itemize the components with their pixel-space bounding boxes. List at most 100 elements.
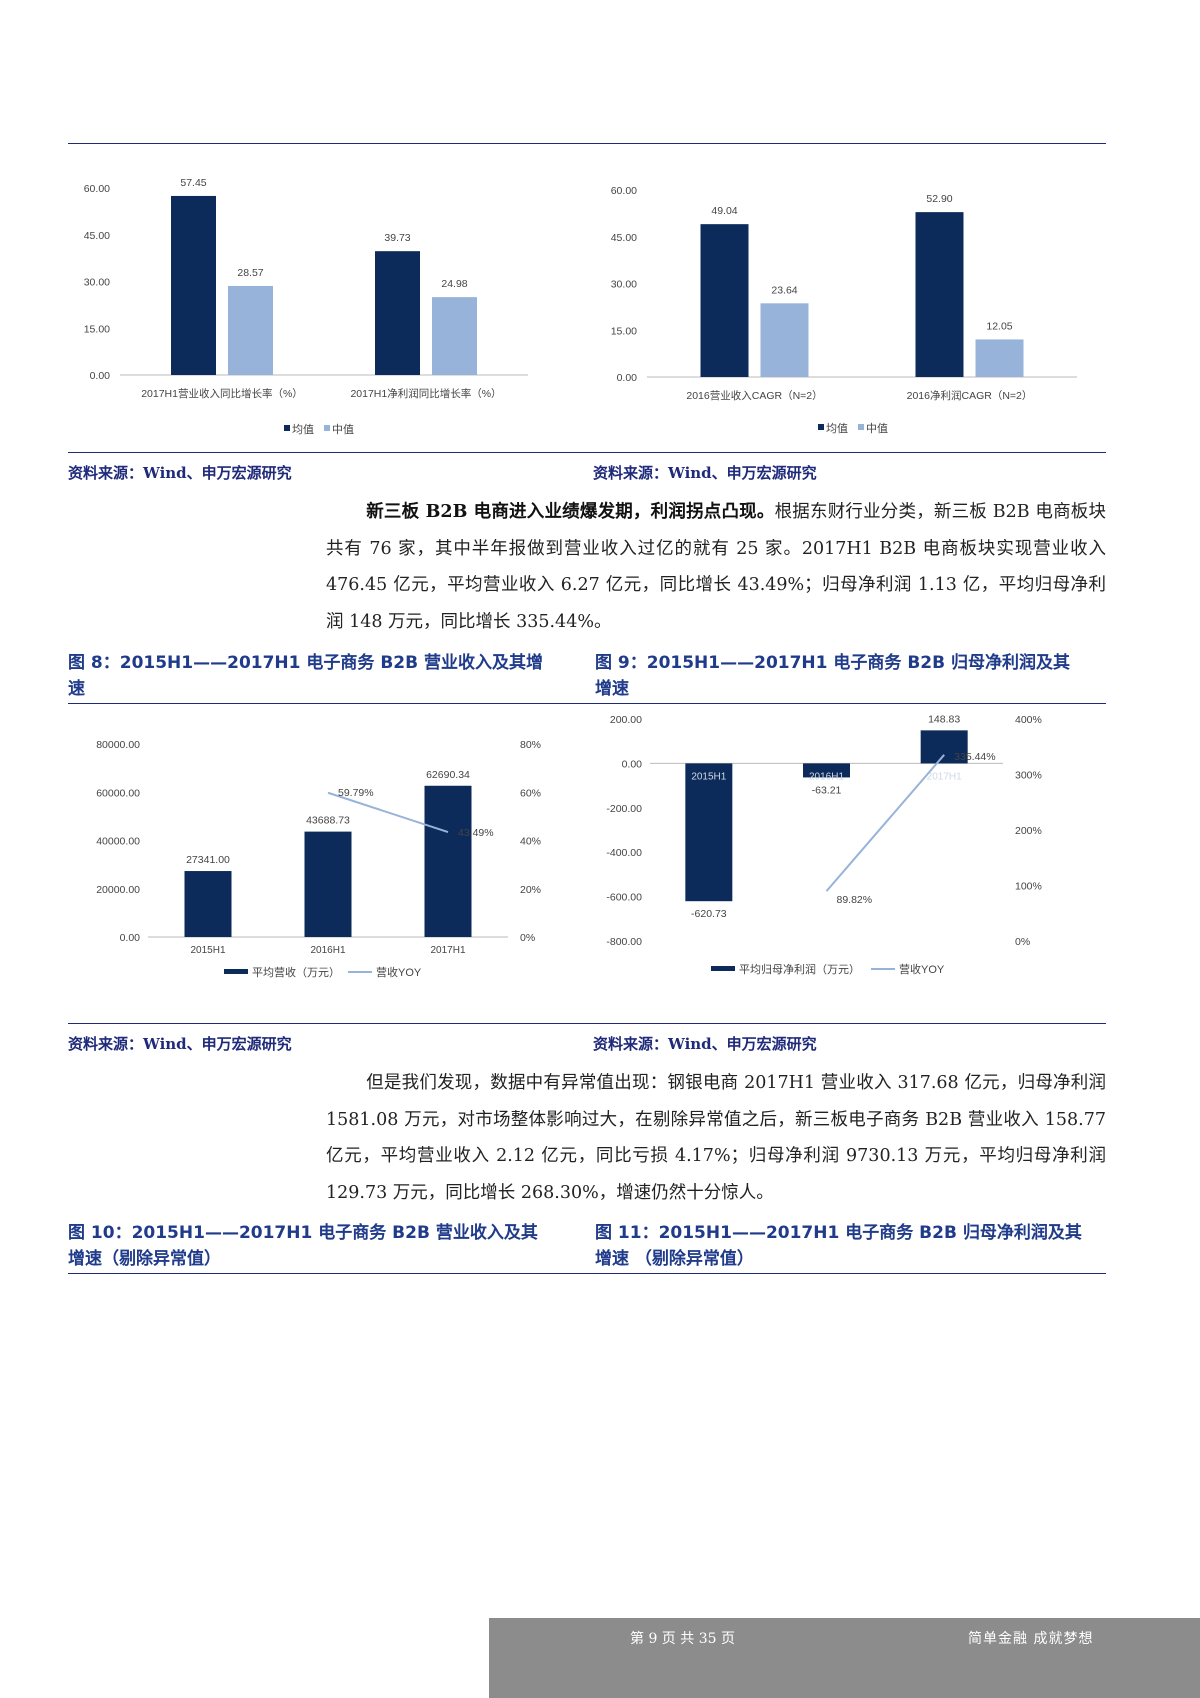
legend-swatch xyxy=(324,425,330,431)
x-tick-label: 2016H1 xyxy=(809,771,844,782)
bar-mean xyxy=(915,212,964,377)
y-tick-label: 0.00 xyxy=(120,932,141,944)
x-tick-label: 2016营业收入CAGR（N=2） xyxy=(686,389,822,402)
rule-above-source-2 xyxy=(68,1023,1106,1024)
y-tick-label: 0.00 xyxy=(90,370,111,382)
x-tick-label: 2017H1净利润同比增长率（%） xyxy=(350,387,501,400)
legend-label: 营收YOY xyxy=(899,962,945,976)
paragraph-1-body: 根据东财行业分类，新三板 B2B 电商板块共有 76 家，其中半年报做到营业收入… xyxy=(326,502,1106,632)
bar-value xyxy=(920,730,968,764)
y-tick-label: 15.00 xyxy=(611,325,637,337)
bar-median xyxy=(975,339,1024,377)
y-tick-label: -200.00 xyxy=(606,803,642,815)
x-tick-label: 2017H1 xyxy=(927,771,962,782)
y2-tick-label: 200% xyxy=(1015,825,1042,837)
bar-mean xyxy=(171,195,216,375)
bar-data-label: 28.57 xyxy=(237,267,263,279)
line-series-yoy xyxy=(327,791,449,834)
rule-above-source-1 xyxy=(68,452,1106,453)
bar-data-label: 12.05 xyxy=(986,320,1012,332)
y-tick-label: 15.00 xyxy=(84,323,110,335)
y2-tick-label: 80% xyxy=(520,739,541,751)
line-data-label: 89.82% xyxy=(837,894,873,906)
bar-data-label: -620.73 xyxy=(691,908,727,920)
bar-data-label: 148.83 xyxy=(928,713,960,725)
legend-swatch xyxy=(818,424,824,430)
bar-data-label: 27341.00 xyxy=(186,854,230,866)
figure-10-title: 图 10：2015H1——2017H1 电子商务 B2B 营业收入及其增速（剔除… xyxy=(68,1223,538,1269)
y-tick-label: 200.00 xyxy=(610,714,642,726)
y-tick-label: 0.00 xyxy=(617,372,638,384)
line-data-label: 59.79% xyxy=(338,787,374,799)
y2-tick-label: 60% xyxy=(520,787,541,799)
chart-cagr: 0.00 15.00 30.00 45.00 60.00 49.04 23.64 2016营业… xyxy=(611,185,1077,435)
y-tick-label: 30.00 xyxy=(611,279,637,291)
y2-tick-label: 100% xyxy=(1015,881,1042,893)
legend-swatch xyxy=(224,969,248,974)
y-tick-label: 60.00 xyxy=(84,183,110,195)
y2-tick-label: 40% xyxy=(520,836,541,848)
paragraph-2: 但是我们发现，数据中有异常值出现：钢银电商 2017H1 营业收入 317.68… xyxy=(326,1065,1106,1211)
bar-data-label: 39.73 xyxy=(384,232,410,244)
bar-data-label: 49.04 xyxy=(711,205,737,217)
top-rule xyxy=(68,143,1106,144)
y2-tick-label: 0% xyxy=(1015,936,1030,948)
bar-data-label: -63.21 xyxy=(812,784,842,796)
legend-label: 中值 xyxy=(332,423,354,436)
footer-page-number: 第 9 页 共 35 页 xyxy=(630,1631,735,1647)
footer-slogan: 简单金融 成就梦想 xyxy=(968,1631,1094,1647)
bar-value xyxy=(304,831,352,937)
paragraph-1: 新三板 B2B 电商进入业绩爆发期，利润拐点凸现。根据东财行业分类，新三板 B2… xyxy=(326,494,1106,640)
legend-label: 均值 xyxy=(292,423,314,436)
source-fig6: 资料来源：Wind、申万宏源研究 xyxy=(68,464,292,482)
figure-11-title: 图 11：2015H1——2017H1 电子商务 B2B 归母净利润及其增速 （… xyxy=(595,1223,1082,1269)
chart-b2b-revenue: 0.00 20000.00 40000.00 60000.00 80000.00 0% 20… xyxy=(96,739,541,979)
legend-swatch xyxy=(858,424,864,430)
bar-value xyxy=(685,763,733,902)
x-tick-label: 2017H1 xyxy=(430,945,465,956)
y-tick-label: -800.00 xyxy=(606,936,642,948)
rule-below-fig-titles-1 xyxy=(68,703,1106,704)
line-data-label: 335.44% xyxy=(954,751,995,763)
y2-tick-label: 400% xyxy=(1015,714,1042,726)
legend-label: 平均归母净利润（万元） xyxy=(739,962,860,976)
bar-data-label: 24.98 xyxy=(441,278,467,290)
paragraph-2-body: 但是我们发现，数据中有异常值出现：钢银电商 2017H1 营业收入 317.68… xyxy=(326,1073,1106,1203)
legend-label: 平均营收（万元） xyxy=(252,965,340,979)
figure-8-title: 图 8：2015H1——2017H1 电子商务 B2B 营业收入及其增速 xyxy=(68,653,543,699)
y-tick-label: 60000.00 xyxy=(96,787,140,799)
bar-mean xyxy=(375,251,420,375)
bar-data-label: 43688.73 xyxy=(306,815,350,827)
source-fig8: 资料来源：Wind、申万宏源研究 xyxy=(68,1035,292,1053)
footer-bar xyxy=(489,1618,1200,1698)
y-tick-label: -600.00 xyxy=(606,892,642,904)
y-tick-label: 45.00 xyxy=(611,232,637,244)
chart-b2b-net-profit: -800.00 -600.00 -400.00 -200.00 0.00 200.00 0%… xyxy=(606,713,1042,976)
paragraph-1-lead: 新三板 B2B 电商进入业绩爆发期，利润拐点凸现。 xyxy=(366,502,775,522)
y-tick-label: 80000.00 xyxy=(96,739,140,751)
bar-mean xyxy=(700,224,749,377)
bar-value xyxy=(424,785,472,937)
bar-data-label: 23.64 xyxy=(771,284,797,296)
x-tick-label: 2015H1 xyxy=(190,945,225,956)
bar-median xyxy=(760,303,809,377)
y2-tick-label: 300% xyxy=(1015,770,1042,782)
legend-swatch xyxy=(711,966,735,971)
legend-label: 营收YOY xyxy=(376,965,422,979)
figure-9-title: 图 9：2015H1——2017H1 电子商务 B2B 归母净利润及其增速 xyxy=(595,653,1070,699)
bar-data-label: 62690.34 xyxy=(426,769,470,781)
bar-data-label: 52.90 xyxy=(926,193,952,205)
bar-data-label: 57.45 xyxy=(180,177,206,189)
y-tick-label: 20000.00 xyxy=(96,884,140,896)
y-tick-label: 30.00 xyxy=(84,277,110,289)
x-tick-label: 2017H1营业收入同比增长率（%） xyxy=(141,387,303,400)
x-tick-label: 2015H1 xyxy=(691,771,726,782)
y2-tick-label: 20% xyxy=(520,884,541,896)
line-data-label: 43.49% xyxy=(458,827,494,839)
y2-tick-label: 0% xyxy=(520,932,535,944)
bar-value xyxy=(803,763,850,778)
rule-below-fig-titles-2 xyxy=(68,1273,1106,1274)
x-tick-label: 2016净利润CAGR（N=2） xyxy=(907,389,1033,402)
y-tick-label: 0.00 xyxy=(622,758,643,770)
y-tick-label: 60.00 xyxy=(611,185,637,197)
